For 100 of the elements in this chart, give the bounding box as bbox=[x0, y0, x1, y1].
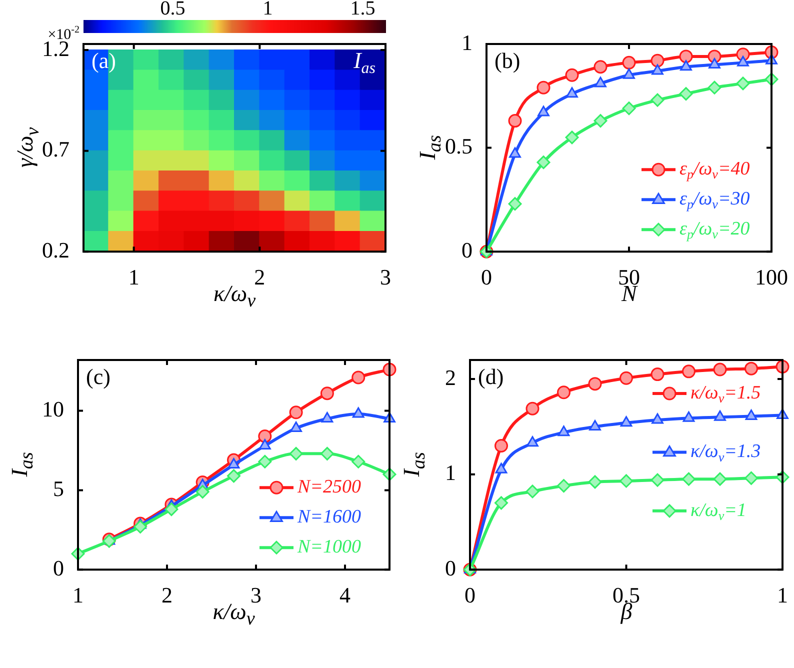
point bbox=[736, 76, 750, 90]
y-tick-label: 1 bbox=[462, 30, 472, 55]
point bbox=[228, 458, 240, 469]
y-tick-label: 0.2 bbox=[42, 237, 70, 262]
point bbox=[679, 87, 693, 101]
annotation: (b) bbox=[494, 48, 520, 73]
point bbox=[594, 114, 608, 128]
point bbox=[650, 93, 664, 107]
y-tick-label: 2 bbox=[445, 364, 456, 390]
y-tick-label: 0 bbox=[445, 555, 456, 580]
y-tick-label: 10 bbox=[42, 396, 64, 422]
y-tick-label: 0.7 bbox=[42, 136, 70, 162]
x-tick-label: 2 bbox=[254, 264, 266, 290]
point bbox=[737, 56, 749, 66]
annotation: (c) bbox=[86, 364, 110, 389]
point bbox=[682, 472, 696, 486]
point bbox=[713, 472, 727, 486]
point bbox=[713, 362, 727, 376]
point bbox=[623, 68, 635, 79]
point bbox=[558, 426, 570, 436]
point bbox=[196, 485, 210, 499]
point bbox=[594, 76, 606, 88]
point bbox=[620, 416, 632, 427]
point bbox=[620, 474, 633, 488]
point bbox=[321, 412, 334, 422]
x-axis-title: κ/ω$_{v}$ bbox=[214, 280, 256, 312]
color-bar-label: 0.5 bbox=[160, 0, 186, 20]
point bbox=[494, 496, 508, 510]
point bbox=[538, 106, 550, 116]
point bbox=[526, 402, 540, 416]
annotation: (d) bbox=[478, 364, 504, 389]
point bbox=[509, 147, 521, 158]
point bbox=[682, 411, 695, 422]
point bbox=[557, 386, 570, 400]
point bbox=[589, 420, 601, 430]
point bbox=[679, 50, 693, 64]
point bbox=[682, 364, 696, 378]
point bbox=[526, 436, 538, 447]
point bbox=[526, 484, 540, 498]
y-tick-label: 0.5 bbox=[445, 134, 472, 159]
point bbox=[494, 438, 508, 452]
point bbox=[565, 68, 579, 82]
point bbox=[652, 413, 664, 424]
point bbox=[652, 64, 664, 75]
y-tick-label: 0 bbox=[462, 237, 472, 262]
point bbox=[680, 60, 692, 71]
point bbox=[290, 422, 302, 432]
point bbox=[650, 368, 664, 382]
x-tick-label: 1 bbox=[777, 582, 788, 608]
legend-label: N=2500 bbox=[296, 476, 362, 498]
legend-label: N=1600 bbox=[296, 506, 362, 528]
point bbox=[622, 56, 636, 70]
x-tick-label: 1 bbox=[128, 264, 140, 290]
point bbox=[594, 60, 608, 74]
point bbox=[650, 473, 664, 487]
legend-label: N=1000 bbox=[296, 536, 362, 558]
point bbox=[289, 406, 303, 420]
x-tick-label: 2 bbox=[162, 582, 172, 608]
x-tick-label: 3 bbox=[380, 264, 391, 290]
x-tick-label: 3 bbox=[250, 582, 262, 608]
point bbox=[620, 371, 633, 385]
point bbox=[650, 54, 664, 68]
point bbox=[258, 429, 272, 443]
point bbox=[352, 454, 366, 468]
point bbox=[588, 377, 602, 391]
y-tick-label: 1 bbox=[445, 460, 456, 486]
point bbox=[508, 197, 522, 211]
point bbox=[565, 130, 579, 144]
point bbox=[258, 454, 272, 468]
point bbox=[164, 502, 178, 516]
point bbox=[227, 469, 240, 483]
point bbox=[536, 156, 550, 170]
point bbox=[289, 446, 303, 460]
point bbox=[508, 114, 522, 128]
point bbox=[557, 479, 570, 493]
point bbox=[495, 462, 508, 474]
point bbox=[708, 58, 720, 69]
point bbox=[588, 475, 602, 489]
x-tick-label: 0 bbox=[481, 264, 492, 290]
color-bar-label: 1.5 bbox=[350, 0, 376, 20]
x-tick-label: 4 bbox=[340, 582, 350, 608]
point bbox=[714, 410, 726, 421]
point bbox=[566, 87, 578, 98]
point bbox=[708, 80, 722, 94]
color-bar-label: 1 bbox=[262, 0, 273, 20]
point bbox=[352, 370, 366, 384]
x-tick-label: 100 bbox=[755, 264, 788, 290]
point bbox=[744, 362, 758, 376]
point bbox=[134, 520, 148, 534]
y-tick-label: 0 bbox=[53, 555, 64, 580]
y-tick-label: 5 bbox=[53, 476, 64, 501]
point bbox=[320, 446, 334, 460]
point bbox=[320, 386, 334, 400]
point bbox=[744, 471, 758, 485]
point bbox=[536, 80, 550, 94]
point bbox=[352, 407, 364, 418]
point bbox=[258, 438, 271, 450]
annotation: (a) bbox=[92, 48, 116, 73]
point bbox=[622, 102, 636, 116]
point bbox=[745, 409, 758, 420]
